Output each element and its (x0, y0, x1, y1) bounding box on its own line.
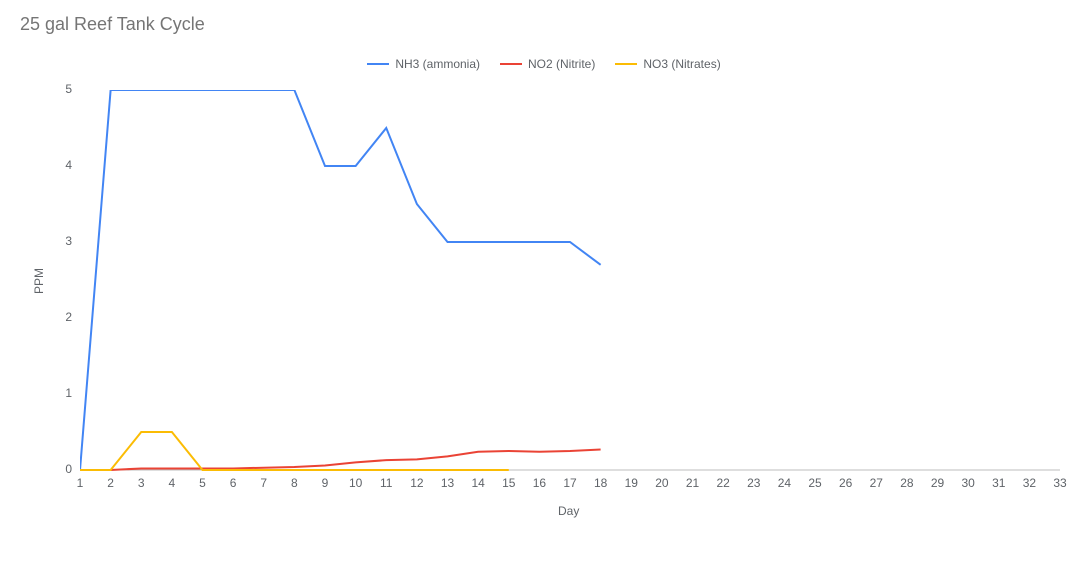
x-tick-label: 19 (625, 476, 638, 490)
series-line (80, 432, 509, 470)
y-tick-label: 2 (42, 310, 72, 324)
x-tick-label: 7 (260, 476, 267, 490)
x-tick-label: 6 (230, 476, 237, 490)
x-tick-label: 24 (778, 476, 791, 490)
x-tick-label: 15 (502, 476, 515, 490)
chart-title: 25 gal Reef Tank Cycle (20, 14, 205, 35)
x-tick-label: 20 (655, 476, 668, 490)
legend-swatch (500, 63, 522, 65)
x-tick-label: 25 (808, 476, 821, 490)
y-tick-label: 0 (42, 462, 72, 476)
x-tick-label: 29 (931, 476, 944, 490)
x-tick-label: 17 (563, 476, 576, 490)
x-tick-label: 11 (380, 476, 392, 490)
x-tick-label: 13 (441, 476, 454, 490)
legend-item: NO2 (Nitrite) (500, 57, 595, 71)
legend-swatch (615, 63, 637, 65)
x-tick-label: 1 (77, 476, 84, 490)
legend-label: NH3 (ammonia) (395, 57, 480, 71)
y-tick-label: 3 (42, 234, 72, 248)
legend-swatch (367, 63, 389, 65)
x-tick-label: 30 (961, 476, 974, 490)
x-tick-label: 5 (199, 476, 206, 490)
x-tick-label: 28 (900, 476, 913, 490)
x-tick-label: 14 (471, 476, 484, 490)
x-tick-label: 33 (1053, 476, 1066, 490)
series-line (80, 90, 601, 470)
x-tick-label: 31 (992, 476, 1005, 490)
legend-label: NO2 (Nitrite) (528, 57, 595, 71)
x-tick-label: 23 (747, 476, 760, 490)
x-tick-label: 8 (291, 476, 298, 490)
plot-area (80, 90, 1060, 470)
x-tick-label: 9 (322, 476, 329, 490)
x-tick-label: 12 (410, 476, 423, 490)
chart-legend: NH3 (ammonia) NO2 (Nitrite) NO3 (Nitrates) (0, 54, 1088, 71)
x-tick-label: 4 (169, 476, 176, 490)
y-tick-label: 4 (42, 158, 72, 172)
x-tick-label: 32 (1023, 476, 1036, 490)
series-line (80, 449, 601, 470)
x-tick-label: 3 (138, 476, 145, 490)
y-tick-label: 5 (42, 82, 72, 96)
legend-item: NO3 (Nitrates) (615, 57, 720, 71)
x-tick-label: 10 (349, 476, 362, 490)
x-tick-label: 27 (870, 476, 883, 490)
x-axis-label: Day (558, 504, 579, 518)
y-axis-label: PPM (32, 268, 46, 294)
chart-container: 25 gal Reef Tank Cycle NH3 (ammonia) NO2 … (0, 0, 1088, 561)
x-tick-label: 18 (594, 476, 607, 490)
legend-label: NO3 (Nitrates) (643, 57, 720, 71)
x-tick-label: 2 (107, 476, 114, 490)
y-tick-label: 1 (42, 386, 72, 400)
x-tick-label: 26 (839, 476, 852, 490)
x-tick-label: 22 (716, 476, 729, 490)
x-tick-label: 16 (533, 476, 546, 490)
x-tick-label: 21 (686, 476, 699, 490)
chart-svg (80, 90, 1060, 472)
legend-item: NH3 (ammonia) (367, 57, 480, 71)
